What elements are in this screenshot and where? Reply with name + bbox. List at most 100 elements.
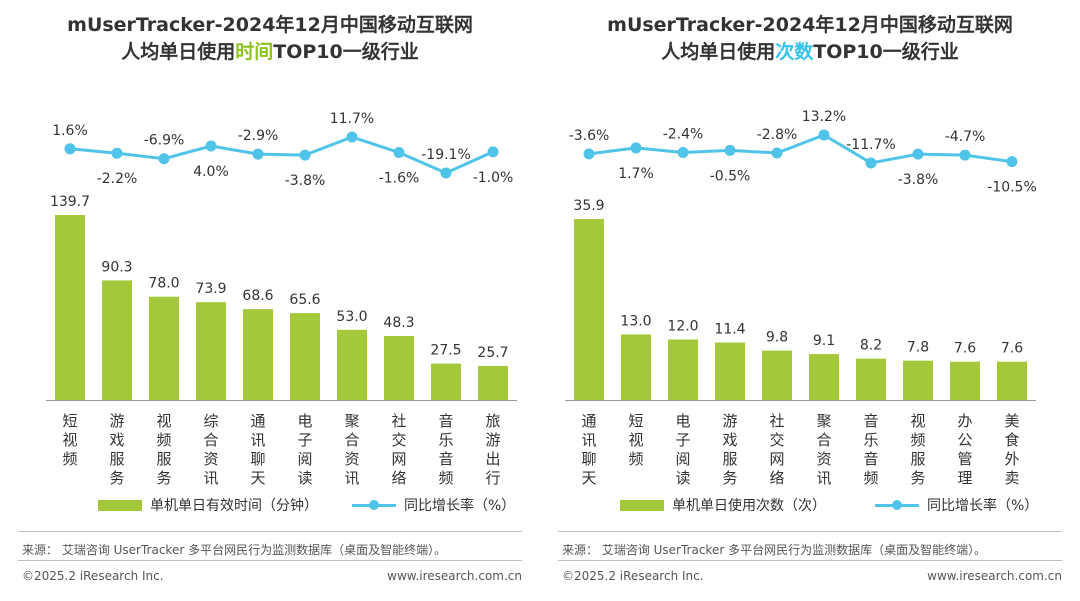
bar [715,342,745,400]
growth-point [959,149,971,161]
bar [621,334,651,400]
source-note: 来源： 艾瑞咨询 UserTracker 多平台网民行为监测数据库（桌面及智能终… [562,543,987,557]
bar-value-label: 9.8 [766,330,788,346]
legend-line-label: 同比增长率（%） [404,498,516,514]
legend-line-marker-icon [875,499,919,511]
chart-title-post: TOP10一级行业 [273,41,419,63]
growth-point [677,147,689,159]
bar [290,313,320,400]
source-note: 来源： 艾瑞咨询 UserTracker 多平台网民行为监测数据库（桌面及智能终… [22,543,447,557]
category-label: 音乐音频 [438,412,453,487]
growth-line [69,135,494,175]
category-label: 旅游出行 [485,412,500,487]
legend-item-line: 同比增长率（%） [352,495,515,515]
bar-value-label: 73.9 [195,281,226,297]
legend-line-label: 同比增长率（%） [927,498,1039,514]
legend: 单机单日有效时间（分钟） 同比增长率（%） [0,495,540,517]
growth-value-label: -1.6% [379,171,420,187]
bar-value-label: 53.0 [336,309,367,325]
growth-point [252,148,264,160]
divider [18,531,522,532]
chart-panel-count: mUserTracker-2024年12月中国移动互联网 人均单日使用次数TOP… [540,0,1080,601]
bar-value-label: 13.0 [620,313,651,329]
category-label: 办公管理 [957,412,972,487]
category-label: 短视频 [628,412,643,468]
legend-bar-swatch-icon [620,499,664,511]
legend-bar-label: 单机单日有效时间（分钟） [150,498,318,514]
bar-value-label: 78.0 [148,276,179,292]
growth-point [487,146,499,158]
legend-bar-swatch-icon [98,499,142,511]
chart-title: mUserTracker-2024年12月中国移动互联网 人均单日使用次数TOP… [540,12,1080,66]
growth-line [588,133,1013,165]
growth-point [771,147,783,159]
growth-value-label: 11.7% [330,111,374,127]
legend-item-bar: 单机单日使用次数（次） [620,495,826,515]
chart-title-pre: 人均单日使用 [121,41,236,63]
growth-point [583,148,595,160]
bar [337,329,367,400]
category-label: 美食外卖 [1004,412,1019,487]
growth-point [205,140,217,152]
growth-point [346,131,358,143]
growth-value-label: -10.5% [987,180,1037,196]
growth-point [64,143,76,155]
bar-value-label: 7.6 [1001,341,1023,357]
bar [762,350,792,400]
bar-value-label: 25.7 [477,345,508,361]
growth-value-label: 1.6% [52,123,88,139]
bar-value-label: 35.9 [573,198,604,214]
chart-title-highlight: 时间 [235,41,274,63]
bar [478,365,508,400]
bar [574,219,604,400]
category-label: 短视频 [62,412,77,468]
bar-value-label: 11.4 [714,322,745,338]
growth-value-label: -2.4% [663,127,704,143]
chart-title-line1: mUserTracker-2024年12月中国移动互联网 [67,14,473,36]
category-label: 通讯聊天 [581,412,596,487]
growth-point [299,149,311,161]
category-label: 游戏服务 [722,412,737,487]
category-label: 音乐音频 [863,412,878,487]
bar [102,280,132,400]
legend-item-bar: 单机单日有效时间（分钟） [98,495,318,515]
legend-bar-label: 单机单日使用次数（次） [672,498,826,514]
growth-point [1006,156,1018,168]
category-label: 社交网络 [769,412,784,487]
legend-item-line: 同比增长率（%） [875,495,1038,515]
growth-value-label: -2.8% [757,127,798,143]
growth-value-label: -1.0% [473,170,514,186]
copyright: ©2025.2 iResearch Inc. [22,569,164,583]
bar [196,302,226,400]
growth-value-label: -2.2% [97,171,138,187]
combo-chart-count: 35.9 通讯聊天 13.0 短视频 12.0 电子阅读 11.4 游戏服务 9.8 社交网络 9.… [565,109,1037,487]
bar-value-label: 12.0 [667,318,698,334]
category-label: 通讯聊天 [250,412,265,487]
growth-point [912,148,924,160]
growth-point [158,153,170,165]
legend-line-marker-icon [352,499,396,511]
bar-value-label: 7.8 [907,340,929,356]
bar [903,360,933,400]
growth-value-label: -19.1% [421,147,471,163]
bar [431,363,461,400]
bar-value-label: 7.6 [954,341,976,357]
growth-point [111,147,123,159]
category-label: 电子阅读 [675,412,690,487]
category-label: 社交网络 [391,412,406,487]
copyright: ©2025.2 iResearch Inc. [562,569,704,583]
bar-value-label: 139.7 [50,194,90,210]
growth-point [630,142,642,154]
chart-title-pre: 人均单日使用 [661,41,776,63]
growth-value-label: 13.2% [802,109,846,125]
growth-value-label: -11.7% [846,137,896,153]
growth-value-label: 4.0% [193,164,229,180]
growth-point [865,157,877,169]
category-label: 游戏服务 [109,412,124,487]
bar-value-label: 48.3 [383,315,414,331]
growth-value-label: -3.8% [285,173,326,189]
bar-value-label: 8.2 [860,338,882,354]
growth-value-label: -2.9% [238,128,279,144]
divider [558,560,1062,561]
divider [558,531,1062,532]
